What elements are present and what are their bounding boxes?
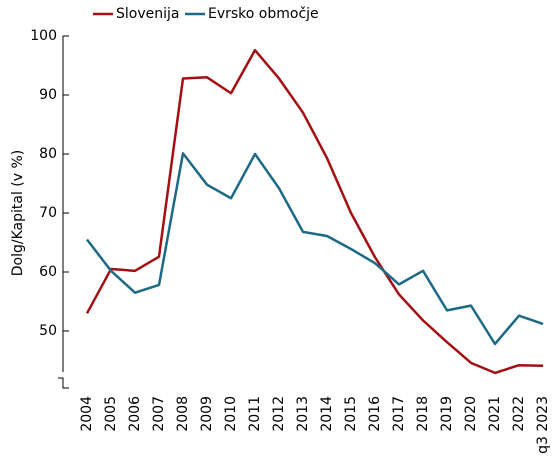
x-tick-label: 2010: [223, 396, 239, 432]
y-tick-label: 90: [39, 87, 57, 103]
x-tick-label: 2018: [415, 396, 431, 432]
legend-label: Slovenija: [116, 6, 179, 22]
x-tick-label: 2017: [391, 396, 407, 432]
x-tick-label: 2022: [511, 396, 527, 432]
y-tick-label: 60: [39, 264, 57, 280]
x-tick-label: 2011: [247, 396, 263, 432]
x-tick-label: 2005: [103, 396, 119, 432]
x-tick-label: 2016: [367, 396, 383, 432]
y-tick-label: 80: [39, 146, 57, 162]
x-tick-label: 2006: [127, 396, 143, 432]
y-tick-label: 50: [39, 323, 57, 339]
x-tick-label: 2007: [151, 396, 167, 432]
x-tick-label: 2020: [463, 396, 479, 432]
x-tick-label: q3 2023: [535, 396, 551, 454]
x-tick-label: 2013: [295, 396, 311, 432]
series-line: [86, 152, 544, 346]
axis-break: [58, 377, 69, 389]
legend-label: Evrsko območje: [208, 6, 319, 22]
x-tick-label: 2015: [343, 396, 359, 432]
x-tick-label: 2004: [79, 396, 95, 432]
y-axis-label: Dolg/Kapital (v %): [10, 150, 26, 277]
y-tick-label: 70: [39, 205, 57, 221]
x-tick-label: 2012: [271, 396, 287, 432]
x-tick-label: 2009: [199, 396, 215, 432]
x-tick-label: 2008: [175, 396, 191, 432]
y-tick-label: 100: [30, 28, 57, 44]
series-line: [85, 48, 544, 375]
x-tick-label: 2019: [439, 396, 455, 432]
x-tick-label: 2021: [487, 396, 503, 432]
x-tick-label: 2014: [319, 396, 335, 432]
